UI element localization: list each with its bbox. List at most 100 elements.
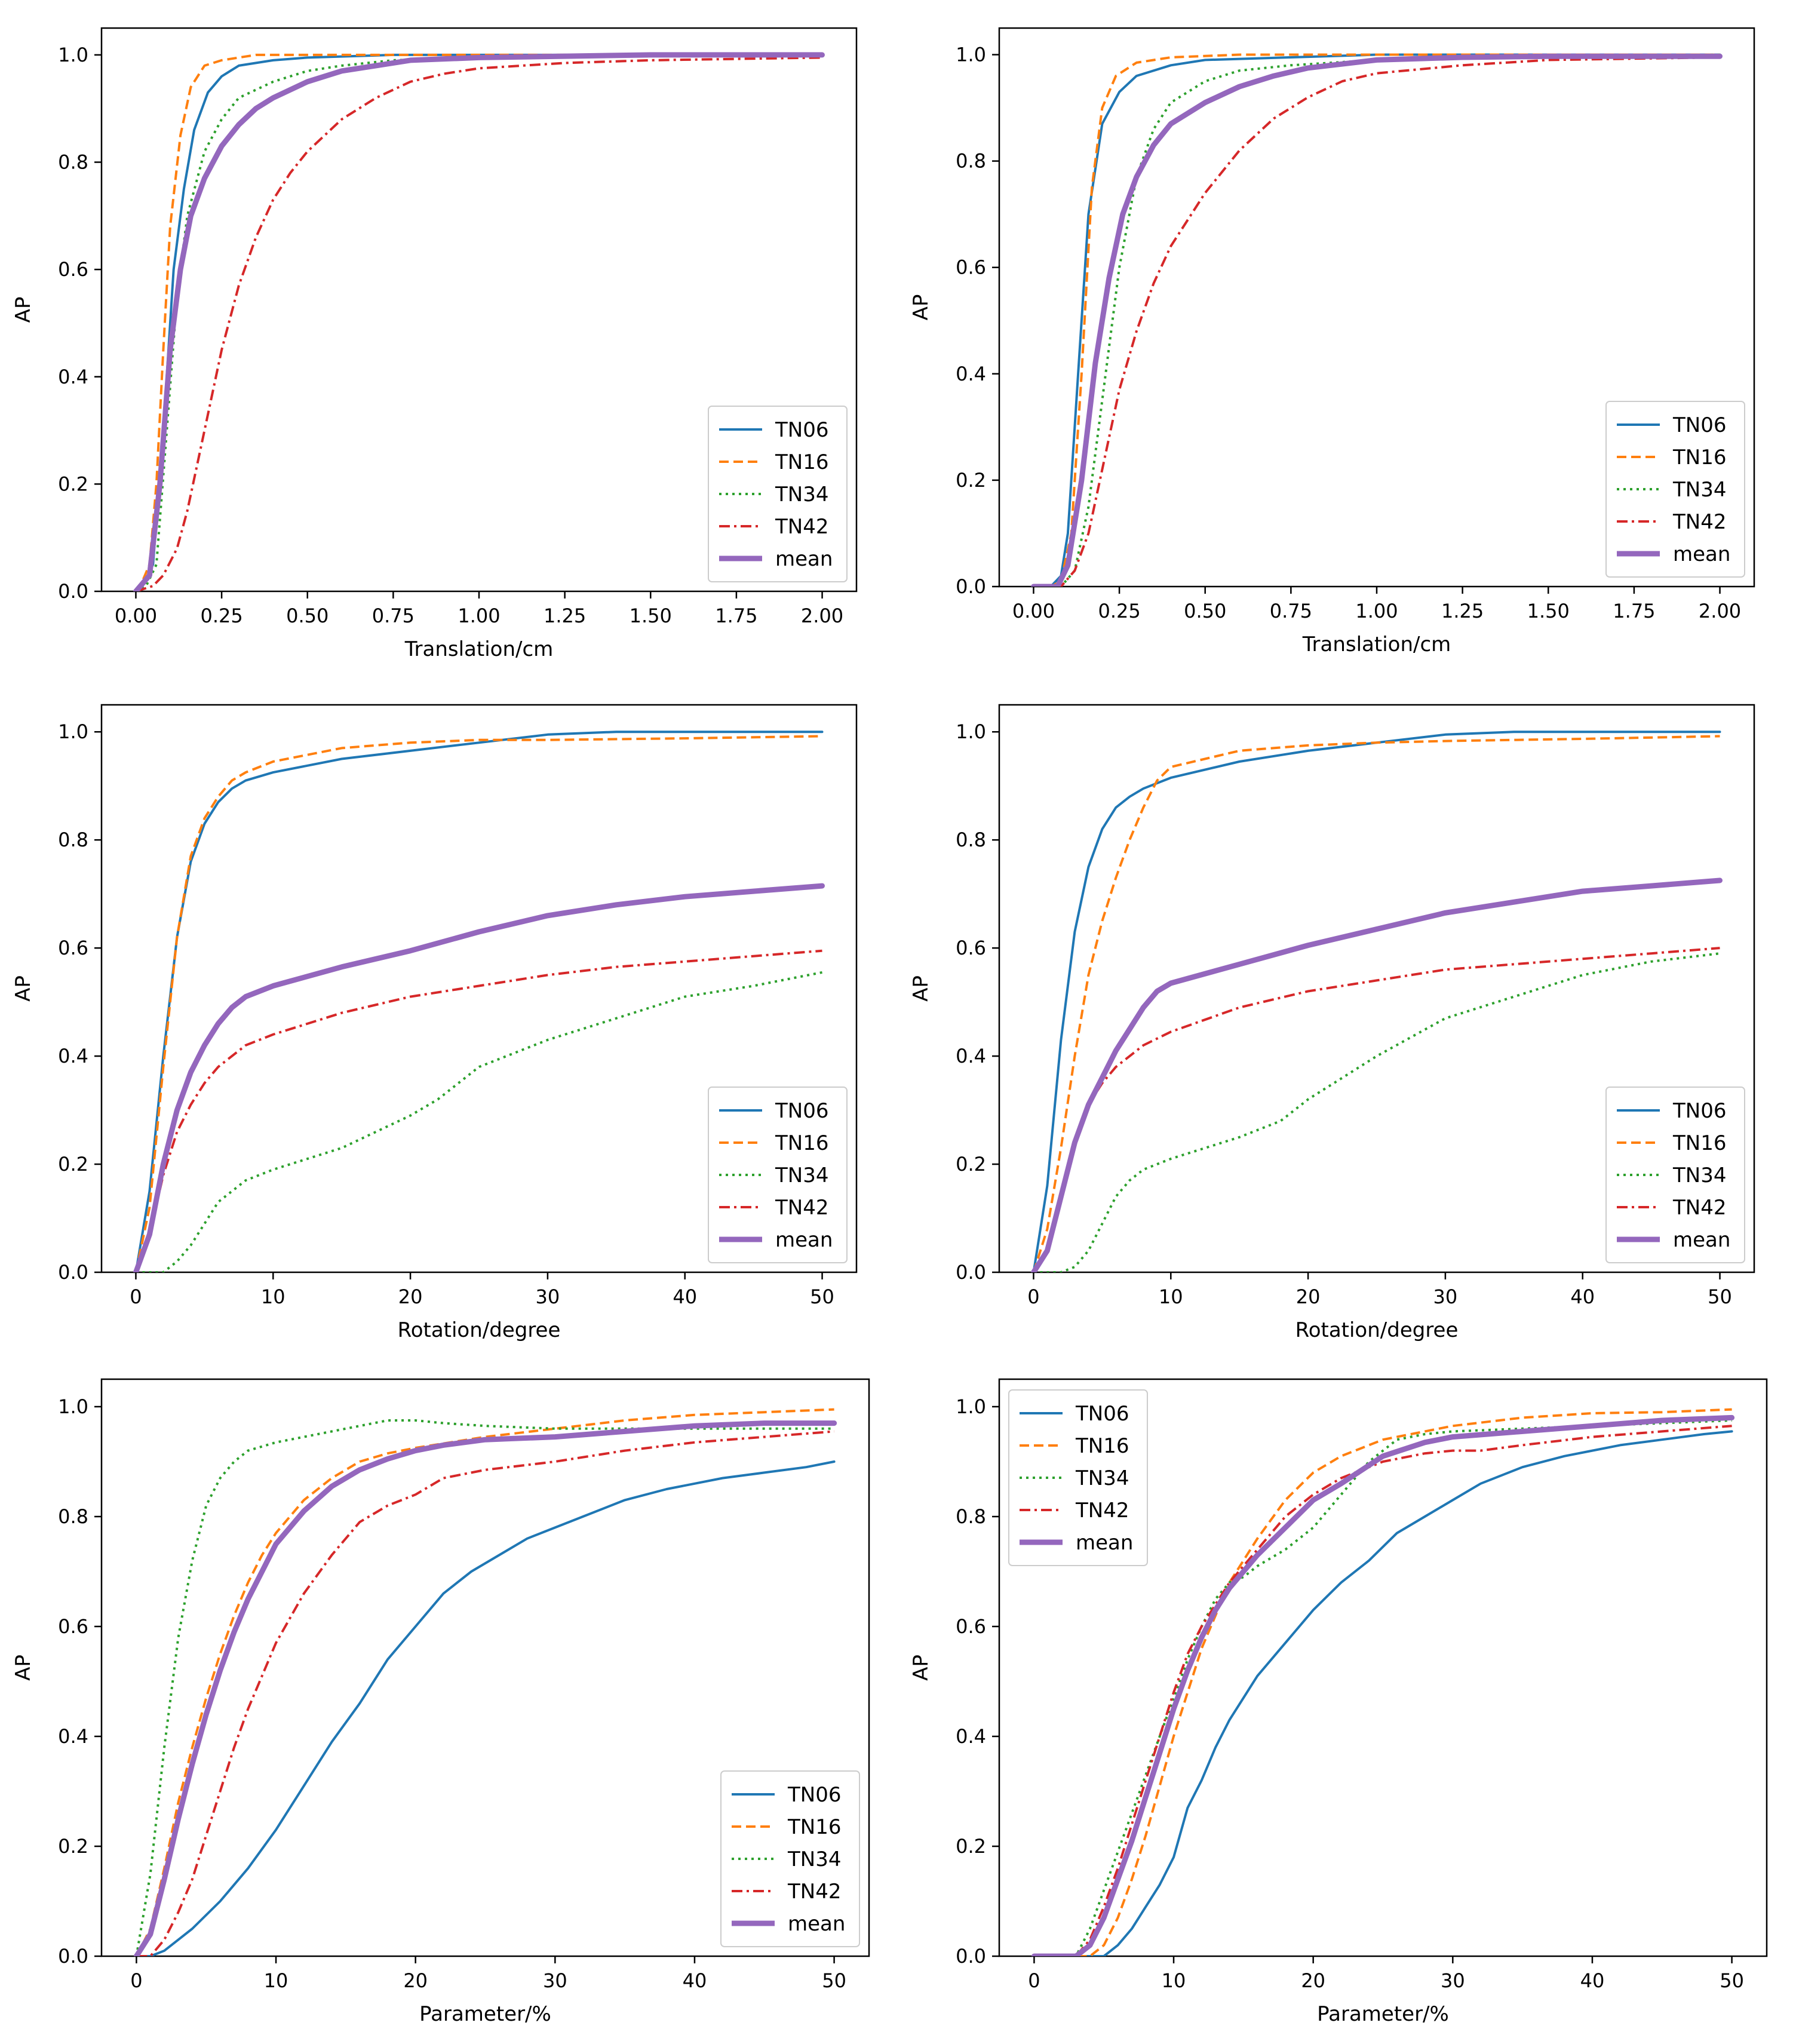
legend-label-mean: mean [1673,1228,1730,1252]
legend: TN06 TN16 TN34 TN42 mean [708,1087,848,1263]
legend: TN06 TN16 TN34 TN42 mean [708,406,848,582]
y-tick-label: 0.8 [58,828,88,851]
x-tick-label: 20 [403,1969,428,1992]
legend-box [1008,1389,1148,1566]
x-tick-label: 50 [810,1285,834,1308]
legend-label-tn42: TN42 [787,1880,841,1904]
x-tick-label: 1.50 [630,604,672,627]
x-axis-label: Rotation/degree [398,1318,561,1342]
legend-label-tn16: TN16 [775,1131,828,1155]
y-tick-label: 0.0 [58,580,88,603]
y-tick-label: 0.4 [956,363,986,385]
y-axis-label: AP [909,975,933,1002]
series-line-tn06 [1032,731,1721,1272]
x-tick-label: 50 [1708,1285,1732,1308]
legend-label-mean: mean [788,1912,845,1936]
legend-label-tn34: TN34 [775,483,828,507]
y-tick-label: 1.0 [58,44,88,66]
x-tick-label: 0 [130,1969,142,1992]
y-tick-label: 0.8 [956,828,986,851]
legend-label-mean: mean [775,1228,833,1252]
x-tick-label: 0.25 [200,604,242,627]
y-tick-label: 0.2 [58,1153,88,1176]
y-tick-label: 1.0 [956,44,986,66]
legend-label-tn42: TN42 [1672,510,1726,534]
legend-label-tn42: TN42 [1075,1499,1129,1523]
plot-frame [100,1378,870,1957]
x-tick-label: 20 [1301,1969,1325,1992]
series-line-tn34 [135,53,822,591]
legend-label-tn34: TN34 [787,1847,841,1871]
series-line-tn42 [136,1430,834,1956]
legend-label-tn06: TN06 [775,418,828,442]
y-tick-label: 0.8 [956,150,986,173]
series-line-tn42 [1032,947,1720,1272]
series-line-tn06 [1033,1430,1733,1956]
y-tick-label: 0.6 [956,937,986,959]
x-tick-label: 10 [264,1969,288,1992]
x-tick-label: 0 [1028,1969,1040,1992]
x-tick-label: 0 [1027,1285,1039,1308]
y-tick-label: 1.0 [58,1395,88,1418]
legend-label-tn06: TN06 [775,1099,828,1123]
series-line-mean [1031,53,1723,587]
series-line-mean [133,52,825,591]
legend-label-tn42: TN42 [775,515,828,539]
y-tick-label: 0.4 [956,1725,986,1748]
y-tick-label: 1.0 [58,720,88,743]
x-axis-label: Translation/cm [1302,633,1451,656]
x-tick-label: 0.50 [286,604,329,627]
legend-label-tn16: TN16 [787,1815,841,1839]
x-tick-label: 0.50 [1184,600,1226,622]
y-axis-label: AP [909,1655,933,1681]
y-tick-label: 0.2 [956,469,986,492]
x-tick-label: 0 [130,1285,142,1308]
x-tick-label: 40 [673,1285,697,1308]
legend: TN06 TN16 TN34 TN42 mean [1008,1389,1148,1566]
series-line-tn42 [134,949,822,1272]
x-tick-label: 20 [398,1285,423,1308]
legend-label-mean: mean [1673,542,1730,566]
series-line-tn42 [135,56,822,591]
x-tick-label: 1.00 [1355,600,1398,622]
series-line-mean [1031,877,1723,1272]
y-tick-label: 0.4 [956,1045,986,1067]
y-tick-label: 0.0 [956,1945,986,1968]
x-tick-label: 1.00 [458,604,500,627]
y-tick-label: 0.6 [58,1615,88,1638]
y-tick-label: 0.0 [956,575,986,598]
x-tick-label: 1.25 [544,604,586,627]
legend-label-mean: mean [1076,1531,1133,1555]
series-line-tn34 [1033,952,1720,1272]
series-line-tn42 [1034,1425,1732,1956]
y-tick-label: 0.2 [956,1835,986,1858]
y-tick-label: 0.8 [956,1505,986,1528]
x-tick-label: 0.25 [1098,600,1140,622]
y-tick-label: 1.0 [956,720,986,743]
chart-panel-translation-right: 0.00 0.25 0.50 0.75 1.00 1.25 1.50 1.75 2.00 0.0 0… [909,27,1755,656]
legend-label-tn16: TN16 [1075,1434,1129,1458]
series-line-tn42 [1033,56,1720,587]
legend-label-tn06: TN06 [1075,1402,1129,1426]
legend-label-tn34: TN34 [1672,478,1726,502]
plot-frame [998,704,1755,1273]
x-axis-label: Rotation/degree [1295,1318,1459,1342]
x-tick-label: 1.25 [1441,600,1484,622]
y-tick-label: 0.0 [58,1945,88,1968]
legend-label-tn16: TN16 [1672,446,1726,469]
x-tick-label: 50 [1720,1969,1744,1992]
series-line-tn06 [1032,53,1721,587]
legend-label-tn06: TN06 [787,1783,841,1807]
x-axis-label: Parameter/% [419,2002,551,2026]
y-tick-label: 0.4 [58,1045,88,1067]
chart-panel-rotation-left: 0 10 20 30 40 50 0.0 0.2 0.4 0.6 0.8 1.0 Rotation/de… [11,704,858,1342]
series-line-tn16 [134,735,822,1272]
legend-label-mean: mean [775,547,833,571]
legend-label-tn06: TN06 [1672,413,1726,437]
x-axis-label: Translation/cm [404,637,554,661]
legend-label-tn34: TN34 [1672,1164,1726,1187]
y-tick-label: 0.6 [956,256,986,279]
y-tick-label: 0.0 [956,1261,986,1284]
y-axis-label: AP [11,975,35,1002]
y-tick-label: 0.0 [58,1261,88,1284]
